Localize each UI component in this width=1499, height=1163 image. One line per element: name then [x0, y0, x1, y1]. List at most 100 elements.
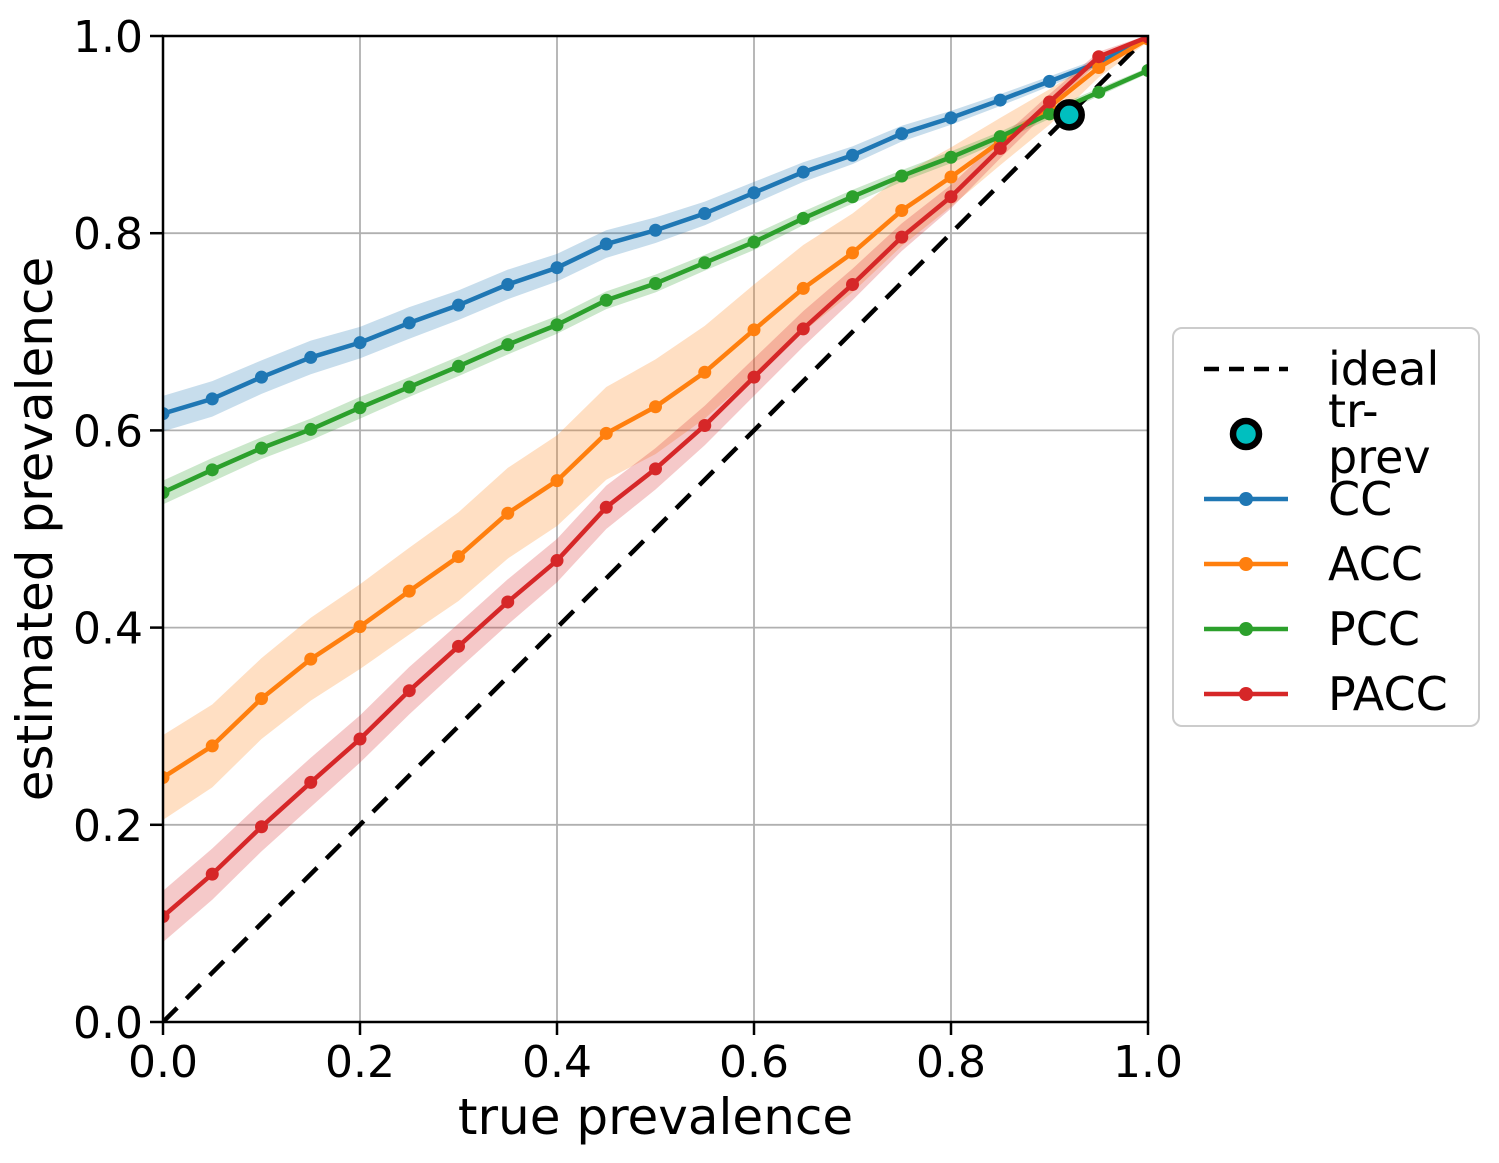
series-pacc-point [1092, 50, 1106, 64]
tr-prev-marker-glyph [1229, 417, 1263, 450]
series-pcc-point [599, 293, 613, 307]
series-acc-point [353, 620, 367, 634]
series-acc-point [205, 739, 219, 753]
series-cc-point [163, 407, 170, 421]
series-acc-point [1092, 61, 1106, 75]
series-cc-point [501, 277, 515, 291]
y-tick-label: 0.2 [73, 801, 143, 852]
series-acc-point [796, 281, 810, 295]
series-pacc-point [944, 190, 958, 204]
series-pacc-point [550, 554, 564, 568]
acc-dot-icon [1239, 556, 1253, 571]
series-pcc-point [846, 190, 859, 204]
series-pcc-point [255, 441, 268, 455]
series-pacc-point [1043, 95, 1056, 109]
pacc-dot-icon [1239, 686, 1253, 701]
legend-item-cc: CC [1174, 466, 1478, 531]
series-pcc-point [353, 401, 367, 415]
axes-frame [161, 34, 1150, 1024]
series-cc-point [353, 336, 367, 350]
series-pcc-point [1043, 107, 1056, 121]
series-cc-point [452, 298, 465, 312]
series-pcc-point [501, 338, 515, 352]
y-tick-label: 0.8 [73, 209, 143, 260]
legend-label-acc: ACC [1328, 536, 1423, 591]
series-pcc-point [304, 422, 318, 436]
legend-label-pacc: PACC [1328, 666, 1448, 721]
series-pacc-point [452, 639, 465, 653]
x-tick-label: 0.6 [719, 1037, 789, 1088]
series-pacc-point [501, 595, 515, 609]
series-acc-point [599, 426, 613, 440]
series-pcc-point [163, 486, 170, 500]
series-cc-point [895, 127, 909, 141]
legend-item-pcc: PCC [1174, 596, 1478, 661]
ideal-dash-glyph [1204, 366, 1288, 371]
series-cc-point [649, 223, 662, 237]
legend-item-tr-prev: tr-prev [1174, 388, 1478, 480]
x-tick-label: 0.8 [916, 1037, 986, 1088]
series-acc-point [452, 550, 465, 564]
x-tick-label: 0.2 [325, 1037, 395, 1088]
x-tick-label: 0.0 [128, 1037, 198, 1088]
x-axis-label: true prevalence [458, 1088, 853, 1146]
ideal-line [163, 36, 1148, 1022]
series-pacc-point [649, 462, 662, 476]
pcc-dot-icon [1239, 621, 1253, 636]
series-acc-point [402, 584, 416, 598]
series-cc-point [698, 206, 712, 220]
series-acc-point [895, 204, 909, 218]
series-cc-point [944, 111, 958, 125]
series-cc-point [304, 350, 318, 364]
legend-item-pacc: PACC [1174, 661, 1478, 726]
series-cc-point [402, 316, 416, 330]
series-pacc-point [353, 732, 367, 746]
series-acc-point [501, 506, 515, 520]
y-tick-label: 0.4 [73, 604, 143, 655]
legend-label-cc: CC [1328, 471, 1393, 526]
series-pacc-point [205, 867, 219, 881]
series-pacc-band [163, 36, 1148, 943]
legend-label-pcc: PCC [1328, 601, 1420, 656]
series-pcc-point [796, 211, 810, 225]
tr-prev-marker [1053, 99, 1085, 131]
series-pcc-point [205, 463, 219, 477]
series-pacc-point [255, 820, 268, 834]
series-cc-point [993, 93, 1007, 107]
series-cc-point [796, 165, 810, 179]
series-cc-point [550, 261, 564, 275]
series-acc-point [550, 474, 564, 488]
series-pcc-point [550, 318, 564, 332]
series-pcc-point [698, 256, 712, 270]
series-pcc-point [649, 276, 662, 290]
legend-label-ideal: ideal [1328, 341, 1440, 396]
series-pcc-point [1092, 85, 1106, 99]
series-acc-point [944, 170, 958, 184]
series-pacc-point [698, 418, 712, 432]
series-cc-point [205, 392, 219, 406]
series-cc-point [747, 186, 761, 200]
series-pcc-point [747, 235, 761, 249]
cc-line-glyph [1204, 491, 1288, 506]
series-pacc-point [796, 322, 810, 336]
pcc-line-glyph [1204, 621, 1288, 636]
series-pacc-point [304, 775, 318, 789]
y-tick-label: 1.0 [73, 12, 143, 63]
tr-prev-circle-icon [1229, 417, 1263, 450]
series-acc-point [698, 365, 712, 379]
series-pcc-point [452, 359, 465, 373]
series-pacc-point [1141, 36, 1148, 44]
series-pacc-point [895, 230, 909, 244]
legend-item-acc: ACC [1174, 531, 1478, 596]
x-tick-label: 0.4 [522, 1037, 592, 1088]
y-axis-label: estimated prevalence [6, 257, 64, 801]
series-pacc-point [846, 277, 859, 291]
y-tick-label: 0.6 [73, 406, 143, 457]
series-pcc-point [895, 169, 909, 183]
series-cc-point [255, 370, 268, 384]
series-pacc-point [747, 370, 761, 384]
series-cc-point [846, 148, 859, 162]
legend: ideal tr-prev CC ACC [1172, 327, 1480, 727]
